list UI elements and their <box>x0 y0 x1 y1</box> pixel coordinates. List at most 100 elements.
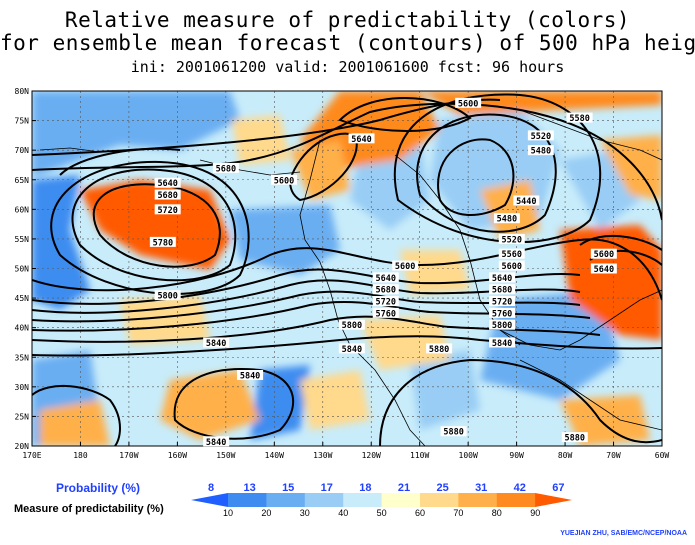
contour-label: 5640 <box>376 274 396 284</box>
contour-label-bg <box>392 260 419 271</box>
measure-value: 30 <box>300 508 310 518</box>
contour-label-bg <box>372 296 399 307</box>
contour-label-bg <box>493 213 520 224</box>
measure-value: 90 <box>530 508 540 518</box>
contour-label: 5600 <box>395 262 415 272</box>
lon-label: 100W <box>459 451 478 460</box>
contour-label: 5760 <box>492 309 512 319</box>
contour-label: 5520 <box>531 132 551 142</box>
colorbar-segment <box>535 493 573 507</box>
colorbar-segment <box>228 493 267 507</box>
title-line-2: for ensemble mean forecast (contours) of… <box>0 31 695 55</box>
measure-value: 10 <box>223 508 233 518</box>
contour-label-bg <box>527 145 554 156</box>
contour-label-bg <box>590 248 617 259</box>
contour-label-bg <box>590 263 617 274</box>
colorbar-segment <box>343 493 383 507</box>
contour-label: 5600 <box>274 176 294 186</box>
probability-value: 18 <box>359 482 371 494</box>
contour-label: 5680 <box>157 191 177 201</box>
lat-label: 70N <box>15 146 30 155</box>
lat-label: 30N <box>15 383 30 392</box>
contour-label-bg <box>489 319 516 330</box>
lon-label: 180 <box>73 451 88 460</box>
lat-label: 45N <box>15 294 30 303</box>
contour-label: 5600 <box>502 262 522 272</box>
title-line-1: Relative measure of predictability (colo… <box>64 8 631 32</box>
colorbar-segment <box>496 493 536 507</box>
contour-label-bg <box>372 284 399 295</box>
contour-labels: 5600 5580 5640 5520 5480 5680 5600 5640 5680 5720… <box>149 97 617 448</box>
contour-label-bg <box>338 343 365 354</box>
probability-value: 8 <box>208 482 214 494</box>
contour-label: 5840 <box>206 438 226 448</box>
contour-label: 5480 <box>531 147 551 157</box>
contour-label-bg <box>348 133 375 144</box>
contour-label-bg <box>489 307 516 318</box>
contour-label: 5640 <box>351 135 371 145</box>
colorbar-segment <box>458 493 498 507</box>
contour-label: 5640 <box>157 179 177 189</box>
contour-label: 5480 <box>497 215 517 225</box>
colorbar-segment <box>304 493 344 507</box>
lon-label: 110W <box>410 451 429 460</box>
contour-label: 5680 <box>376 286 396 296</box>
contour-label-bg <box>513 195 540 206</box>
contour-label: 5600 <box>458 99 478 109</box>
contour-label-bg <box>372 272 399 283</box>
contour-label-bg <box>237 370 264 380</box>
lat-label: 80N <box>15 87 30 96</box>
lat-label: 50N <box>15 265 30 274</box>
lat-label: 40N <box>15 324 30 333</box>
contour-label-bg <box>203 436 230 447</box>
contour-label: 5780 <box>153 238 173 248</box>
lon-label: 80W <box>558 451 573 460</box>
contour-label-bg <box>566 112 593 123</box>
probability-value: 25 <box>436 482 448 494</box>
contour-label: 5840 <box>342 345 362 355</box>
longitude-labels: 170E 180 170W 160W 150W 140W 130W 120W 110W 100W 9… <box>22 442 669 460</box>
predictability-colorbar <box>191 493 573 507</box>
contour-label-bg <box>489 337 516 348</box>
contour-label: 5880 <box>429 345 449 355</box>
lat-label: 35N <box>15 353 30 362</box>
measure-value: 80 <box>492 508 502 518</box>
probability-value: 42 <box>514 482 526 494</box>
contour-label-bg <box>440 426 467 437</box>
contour-label-bg <box>455 97 482 108</box>
contour-label-bg <box>154 290 181 301</box>
contour-label: 5640 <box>492 274 512 284</box>
contour-label: 5840 <box>206 339 226 349</box>
contour-label: 5840 <box>240 372 260 382</box>
contour-label-bg <box>203 337 230 348</box>
lat-label: 60N <box>15 205 30 214</box>
contour-label-bg <box>561 432 588 443</box>
contour-label: 5580 <box>569 114 589 124</box>
contour-label-bg <box>498 260 525 271</box>
lat-label: 65N <box>15 176 30 185</box>
contour-label-bg <box>154 189 181 200</box>
contour-label: 5680 <box>216 164 236 174</box>
measure-value: 50 <box>377 508 387 518</box>
lat-label: 55N <box>15 235 30 244</box>
contour-label-bg <box>426 343 453 354</box>
contour-label: 5560 <box>502 250 522 260</box>
contour-label-bg <box>372 307 399 318</box>
contour-label: 5800 <box>342 321 362 331</box>
contour-label: 5840 <box>492 339 512 349</box>
colorbar-segment <box>266 493 306 507</box>
contour-label-bg <box>149 236 176 247</box>
contour-label: 5800 <box>492 321 512 331</box>
lat-label: 25N <box>15 412 30 421</box>
probability-value: 21 <box>398 482 410 494</box>
contour-label: 5720 <box>492 298 512 308</box>
lon-label: 60W <box>655 451 670 460</box>
colorbar-segment <box>420 493 459 507</box>
measure-value: 20 <box>261 508 271 518</box>
lon-label: 130W <box>313 451 332 460</box>
probability-values: 8 13 15 17 18 21 25 31 42 67 <box>208 482 565 494</box>
lon-label: 120W <box>362 451 381 460</box>
contour-label-bg <box>489 296 516 307</box>
measure-values: 10 20 30 40 50 60 70 80 90 <box>223 508 540 518</box>
